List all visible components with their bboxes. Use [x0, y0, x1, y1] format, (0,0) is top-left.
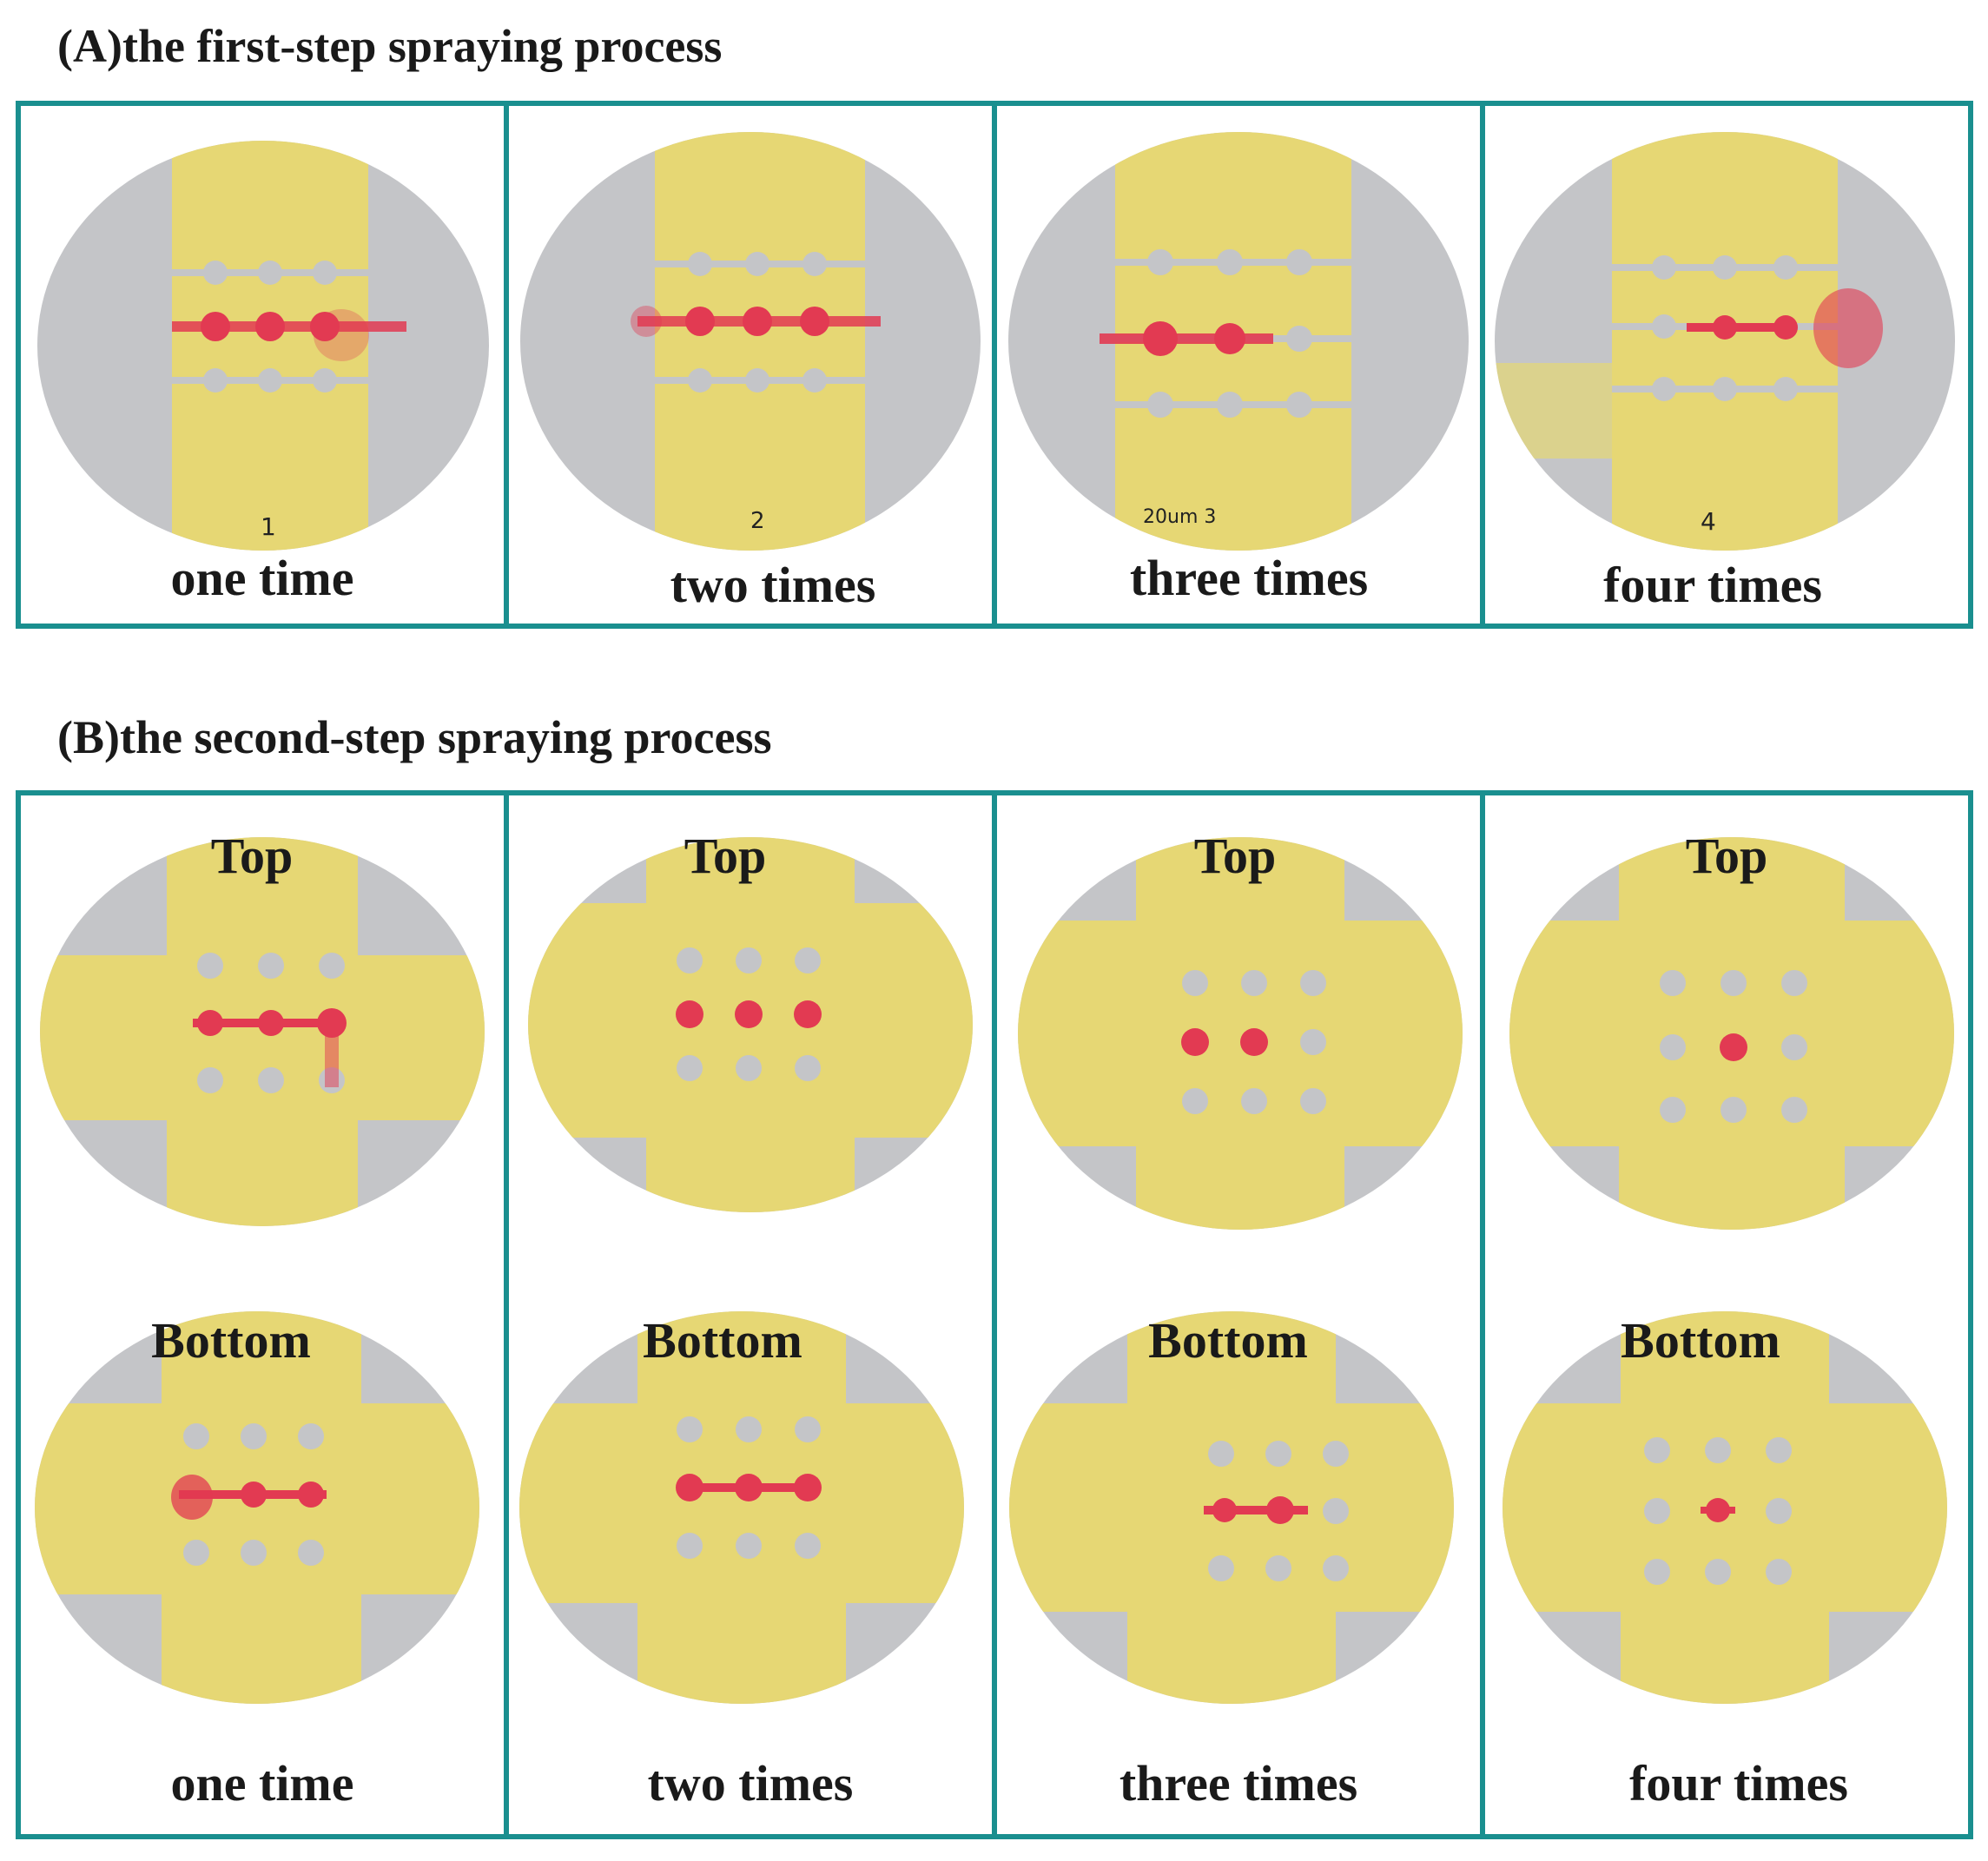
- photo-a-1: 1: [37, 141, 489, 551]
- photo-b-top-1: [40, 837, 485, 1226]
- bottom-label-1: Bottom: [151, 1312, 311, 1369]
- top-label-2: Top: [684, 828, 767, 884]
- caption-b-1: one time: [170, 1755, 354, 1812]
- bottom-label-2: Bottom: [643, 1312, 802, 1369]
- photo-b-top-2: [528, 837, 973, 1212]
- top-label-3: Top: [1193, 828, 1277, 884]
- caption-a-1: one time: [170, 550, 354, 606]
- caption-a-2: two times: [670, 557, 876, 613]
- handwritten-mark: 4: [1701, 507, 1716, 536]
- photo-b-bottom-4: [1503, 1311, 1947, 1704]
- photo-a-3: 20um 3: [1008, 132, 1469, 551]
- top-label-1: Top: [210, 828, 294, 884]
- section-b-heading: (B)the second-step spraying process: [57, 711, 772, 763]
- caption-b-4: four times: [1629, 1755, 1848, 1812]
- photo-b-top-3: [1018, 837, 1463, 1230]
- bottom-label-4: Bottom: [1621, 1312, 1780, 1369]
- photo-b-bottom-1: [35, 1311, 479, 1704]
- handwritten-mark: 2: [750, 508, 765, 534]
- caption-a-4: four times: [1603, 557, 1822, 613]
- caption-b-2: two times: [647, 1755, 854, 1812]
- top-label-4: Top: [1685, 828, 1768, 884]
- photo-b-bottom-3: [1009, 1311, 1454, 1704]
- handwritten-mark: 20um 3: [1143, 506, 1216, 528]
- caption-a-3: three times: [1129, 550, 1369, 606]
- photo-a-4: 4: [1495, 132, 1955, 551]
- handwritten-mark: 1: [261, 512, 276, 541]
- caption-b-3: three times: [1119, 1755, 1358, 1812]
- photo-b-bottom-2: [519, 1311, 964, 1704]
- photo-a-2: 2: [520, 132, 981, 551]
- bottom-label-3: Bottom: [1148, 1312, 1308, 1369]
- section-a-heading: (A)the first-step spraying process: [57, 20, 723, 72]
- photo-b-top-4: [1509, 837, 1954, 1230]
